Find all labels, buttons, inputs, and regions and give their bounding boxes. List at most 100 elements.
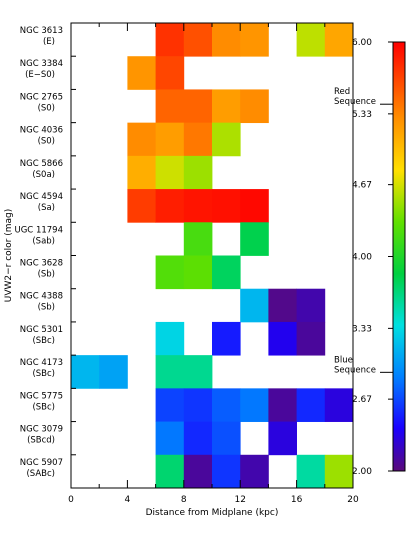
x-axis-label: Distance from Midplane (kpc) (146, 508, 279, 518)
heatmap-cell (240, 388, 269, 422)
colorbar-tick-label: 6.00 (352, 38, 372, 48)
row-label-type: (S0a) (32, 170, 55, 180)
x-tick-label: 4 (125, 495, 131, 505)
row-label-name: NGC 5907 (20, 458, 63, 468)
heatmap-cell (127, 56, 156, 90)
colorbar-tick-label: 2.67 (352, 395, 372, 405)
heatmap-cell (155, 56, 185, 90)
row-label-type: (SBc) (32, 336, 55, 346)
heatmap-cell (183, 421, 213, 456)
x-tick-label: 16 (291, 495, 303, 505)
heatmap-cell (296, 23, 326, 57)
heatmap-cell (240, 288, 269, 323)
heatmap-cell (183, 189, 213, 223)
row-label-name: NGC 4388 (20, 292, 63, 302)
row-label-name: NGC 5866 (20, 159, 63, 169)
row-label-name: NGC 3384 (20, 59, 63, 69)
row-label-type: (SBcd) (27, 436, 55, 446)
heatmap-cell (127, 155, 156, 190)
heatmap-cell (155, 122, 185, 157)
heatmap-cell (155, 388, 185, 422)
heatmap-cell (155, 89, 185, 124)
row-label-name: NGC 4173 (20, 358, 63, 368)
heatmap-cell (127, 189, 156, 223)
x-tick-label: 20 (347, 495, 359, 505)
heatmap-cell (324, 388, 354, 422)
colorbar-tick-label: 5.33 (352, 110, 372, 120)
heatmap-cell (240, 89, 269, 124)
y-axis-label: UVW2−r color (mag) (4, 209, 14, 303)
colorbar (392, 41, 406, 472)
heatmap-cell (296, 454, 326, 489)
heatmap-cell (212, 454, 241, 489)
row-label-name: NGC 3079 (20, 425, 63, 435)
colorbar-tick-label: 4.67 (352, 181, 372, 191)
colorbar-tick-label: 4.00 (352, 253, 372, 263)
heatmap-cell (212, 255, 241, 290)
colorbar-tick-label: 3.33 (352, 324, 372, 334)
row-label-type: (SBc) (32, 369, 55, 379)
heatmap-cell (155, 454, 185, 489)
row-label-name: NGC 3628 (20, 259, 63, 269)
row-label-type: (E−S0) (25, 70, 55, 80)
heatmap-cell (183, 122, 213, 157)
heatmap-cell (183, 155, 213, 190)
row-label-type: (SABc) (26, 469, 55, 479)
sequence-annotation: Sequence (334, 365, 376, 375)
heatmap-cells (71, 23, 354, 489)
heatmap-cell (296, 288, 326, 323)
heatmap-cell (268, 288, 297, 323)
row-label-name: NGC 4594 (20, 192, 63, 202)
heatmap-cell (183, 89, 213, 124)
row-label-name: UGC 11794 (15, 225, 64, 235)
heatmap-cell (183, 255, 213, 290)
row-label-type: (SBc) (32, 402, 55, 412)
sequence-annotation: Sequence (334, 97, 376, 107)
heatmap-cell (155, 189, 185, 223)
row-label-type: (Sb) (38, 303, 55, 313)
heatmap-cell (240, 454, 269, 489)
sequence-annotation: Red (334, 87, 350, 97)
sequence-annotation: Blue (334, 355, 353, 365)
row-label-name: NGC 3613 (20, 26, 63, 36)
heatmap-cell (155, 355, 185, 389)
row-label-type: (S0) (38, 103, 55, 113)
colorbar-tick-label: 2.00 (352, 467, 372, 477)
row-label-name: NGC 5301 (20, 325, 63, 335)
heatmap-cell (268, 421, 297, 456)
row-label-type: (Sab) (32, 236, 55, 246)
heatmap-cell (240, 23, 269, 57)
row-label-name: NGC 2765 (20, 92, 63, 102)
heatmap-cell (212, 421, 241, 456)
x-tick-label: 0 (68, 495, 74, 505)
heatmap-cell (324, 454, 354, 489)
heatmap-cell (155, 155, 185, 190)
row-label-type: (Sa) (38, 203, 55, 213)
heatmap-cell (212, 89, 241, 124)
row-labels: NGC 3613(E) NGC 3384(E−S0) NGC 2765(S0) NGC… (15, 22, 76, 479)
heatmap-cell (324, 23, 354, 57)
heatmap-cell (240, 222, 269, 256)
heatmap-cell (296, 321, 326, 356)
heatmap-cell (268, 321, 297, 356)
row-label-name: NGC 4036 (20, 126, 63, 136)
heatmap-cell (183, 222, 213, 256)
heatmap-cell (212, 189, 241, 223)
heatmap-cell (155, 421, 185, 456)
heatmap-cell (212, 388, 241, 422)
heatmap-cell (296, 388, 326, 422)
x-tick-label: 8 (181, 495, 187, 505)
heatmap-cell (212, 122, 241, 157)
row-label-type: (E) (43, 37, 55, 47)
heatmap-cell (183, 388, 213, 422)
colorbar-axis: 6.005.334.674.003.332.672.00RedSequenceB… (334, 38, 393, 477)
heatmap-cell (268, 388, 297, 422)
heatmap-cell (155, 23, 185, 57)
row-label-type: (Sb) (38, 270, 55, 280)
heatmap-cell (183, 355, 213, 389)
heatmap-cell (127, 122, 156, 157)
heatmap-cell (99, 355, 128, 389)
heatmap-cell (155, 255, 185, 290)
heatmap-cell (183, 454, 213, 489)
